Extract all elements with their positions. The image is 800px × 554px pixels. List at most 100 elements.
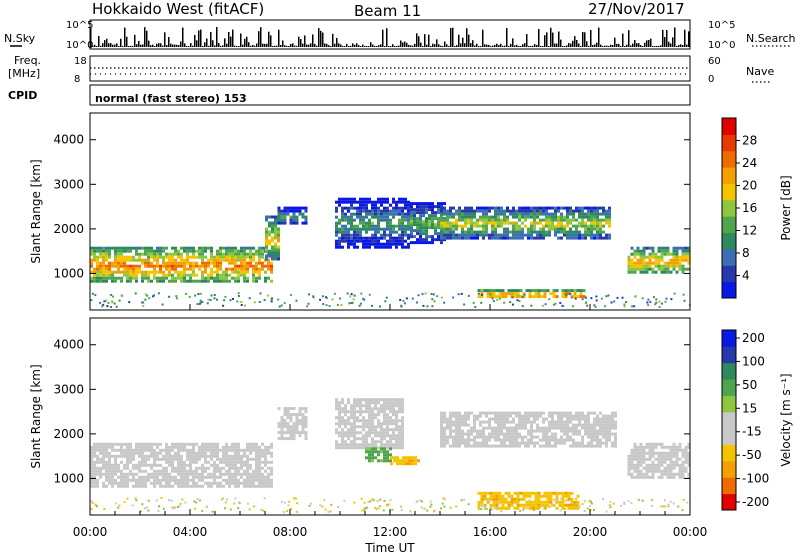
heatmap-cell: [428, 217, 431, 221]
heatmap-cell: [407, 209, 410, 213]
heatmap-cell: [500, 510, 503, 513]
heatmap-cell: [408, 462, 411, 466]
heatmap-cell: [552, 503, 556, 507]
heatmap-cell: [177, 276, 180, 280]
heatmap-cell: [630, 460, 634, 464]
heatmap-cell: [234, 463, 237, 467]
heatmap-cell: [636, 475, 640, 479]
heatmap-cell: [277, 221, 281, 225]
heatmap-cell: [106, 305, 109, 307]
heatmap-cell: [252, 472, 255, 476]
heatmap-cell: [449, 432, 452, 436]
heatmap-cell: [321, 505, 324, 508]
heatmap-cell: [449, 420, 452, 424]
heatmap-cell: [494, 206, 497, 210]
heatmap-cell: [512, 432, 515, 436]
heatmap-cell: [105, 279, 108, 283]
heatmap-cell: [359, 302, 362, 305]
heatmap-cell: [359, 410, 362, 414]
heatmap-cell: [186, 255, 189, 259]
heatmap-cell: [590, 227, 593, 231]
heatmap-cell: [590, 212, 593, 216]
heatmap-cell: [476, 224, 479, 228]
heatmap-cell: [672, 448, 676, 452]
heatmap-cell: [123, 484, 126, 488]
heatmap-cell: [225, 472, 228, 476]
heatmap-cell: [482, 438, 485, 442]
noise-bar: [328, 45, 330, 47]
noise-bar: [396, 46, 398, 47]
heatmap-cell: [377, 453, 380, 457]
heatmap-cell: [492, 295, 496, 299]
colorbar-swatch: [722, 428, 736, 446]
heatmap-cell: [681, 249, 685, 253]
heatmap-cell: [135, 264, 138, 268]
heatmap-cell: [553, 498, 556, 501]
heatmap-cell: [534, 295, 538, 299]
heatmap-cell: [545, 432, 548, 436]
heatmap-cell: [159, 469, 162, 473]
heatmap-cell: [672, 258, 676, 262]
heatmap-cell: [434, 229, 437, 233]
heatmap-cell: [528, 500, 532, 504]
heatmap-cell: [386, 245, 389, 249]
heatmap-cell: [551, 411, 554, 415]
heatmap-cell: [335, 242, 338, 246]
heatmap-cell: [210, 442, 213, 446]
heatmap-cell: [440, 206, 443, 210]
heatmap-cell: [390, 456, 393, 460]
heatmap-cell: [570, 500, 574, 504]
heatmap-cell: [207, 472, 210, 476]
heatmap-cell: [503, 411, 506, 415]
heatmap-cell: [228, 252, 231, 256]
heatmap-cell: [416, 217, 419, 221]
heatmap-cell: [165, 252, 168, 256]
heatmap-cell: [545, 429, 548, 433]
heatmap-cell: [213, 261, 216, 265]
heatmap-cell: [368, 236, 371, 240]
heatmap-cell: [608, 426, 611, 430]
heatmap-cell: [524, 417, 527, 421]
heatmap-cell: [633, 267, 637, 271]
heatmap-cell: [402, 299, 405, 302]
heatmap-cell: [581, 438, 584, 442]
power-heatmap-cells: [90, 197, 691, 308]
heatmap-cell: [449, 221, 452, 225]
heatmap-cell: [660, 475, 664, 479]
heatmap-cell: [672, 460, 676, 464]
heatmap-cell: [386, 428, 389, 432]
heatmap-cell: [482, 221, 485, 225]
heatmap-cell: [428, 226, 431, 230]
heatmap-cell: [129, 454, 132, 458]
noise-bar: [104, 40, 106, 47]
heatmap-cell: [433, 300, 436, 303]
heatmap-cell: [593, 304, 596, 307]
heatmap-cell: [96, 484, 99, 488]
noise-bar: [388, 46, 390, 47]
heatmap-cell: [338, 431, 341, 435]
heatmap-cell: [123, 463, 126, 467]
heatmap-cell: [512, 417, 515, 421]
heatmap-cell: [672, 475, 676, 479]
heatmap-cell: [385, 296, 388, 299]
heatmap-cell: [437, 232, 440, 236]
heatmap-cell: [271, 230, 274, 234]
heatmap-cell: [578, 233, 581, 237]
heatmap-cell: [681, 267, 685, 271]
heatmap-cell: [335, 416, 338, 420]
heatmap-cell: [335, 239, 338, 243]
heatmap-cell: [102, 279, 105, 283]
heatmap-cell: [636, 469, 640, 473]
heatmap-cell: [498, 500, 501, 503]
heatmap-cell: [545, 215, 548, 219]
heatmap-cell: [270, 460, 273, 464]
heatmap-cell: [503, 420, 506, 424]
heatmap-cell: [395, 437, 398, 441]
heatmap-cell: [96, 276, 99, 280]
heatmap-cell: [491, 230, 494, 234]
heatmap-cell: [556, 498, 559, 501]
heatmap-cell: [177, 445, 180, 449]
heatmap-cell: [90, 249, 93, 253]
heatmap-cell: [180, 258, 183, 262]
heatmap-cell: [651, 454, 655, 458]
